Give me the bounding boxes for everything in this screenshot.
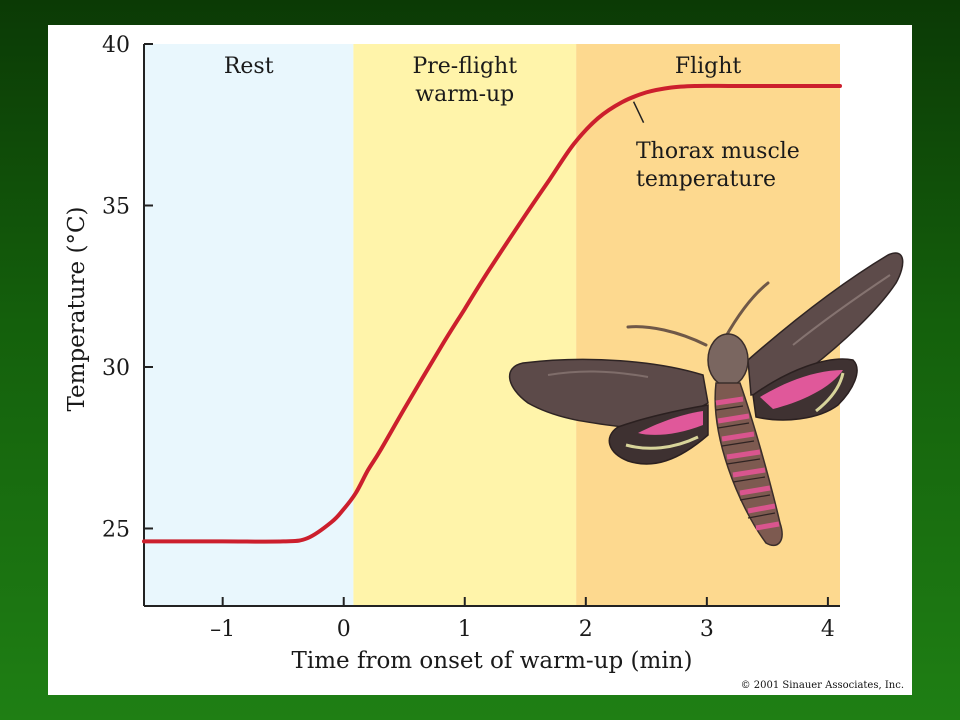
chart-axes: –1 0 1 2 3 4 25 30 35 40 Time from onset of warm-u… (64, 33, 840, 674)
region-label: Pre-flight (412, 54, 517, 79)
region-label: Rest (224, 54, 274, 79)
region-0 (144, 44, 354, 606)
copyright-notice: © 2001 Sinauer Associates, Inc. (740, 680, 904, 691)
hawkmoth-illustration (508, 252, 904, 547)
annotation-text: Thorax muscle (636, 139, 800, 164)
y-tick-label: 25 (102, 517, 130, 542)
phase-regions (144, 44, 840, 606)
region-1 (353, 44, 577, 606)
annotation-leader (632, 101, 645, 124)
phase-labels: Rest Pre-flight warm-up Flight (224, 54, 742, 107)
y-tick-label: 35 (102, 194, 130, 219)
y-tick-label: 30 (102, 356, 130, 381)
x-tick-label: 2 (579, 617, 593, 642)
series-line-0 (142, 83, 842, 544)
temperature-chart: Rest Pre-flight warm-up Flight –1 0 1 2 3 4 25 30 3… (64, 33, 904, 674)
x-tick-label: 0 (337, 617, 351, 642)
x-axis-label: Time from onset of warm-up (min) (292, 648, 693, 674)
region-label: Flight (675, 54, 742, 79)
region-label: warm-up (415, 82, 514, 107)
y-tick-label: 40 (102, 33, 130, 58)
chart-annotations: Thorax muscle temperature (632, 101, 800, 192)
x-tick-label: –1 (210, 617, 235, 642)
figure-panel: Rest Pre-flight warm-up Flight –1 0 1 2 3 4 25 30 3… (48, 25, 912, 695)
x-tick-label: 1 (458, 617, 472, 642)
chart-series (142, 83, 842, 544)
annotation-text: temperature (636, 167, 776, 192)
y-axis-label: Temperature (°C) (64, 206, 90, 411)
x-tick-label: 3 (700, 617, 714, 642)
x-tick-label: 4 (821, 617, 835, 642)
